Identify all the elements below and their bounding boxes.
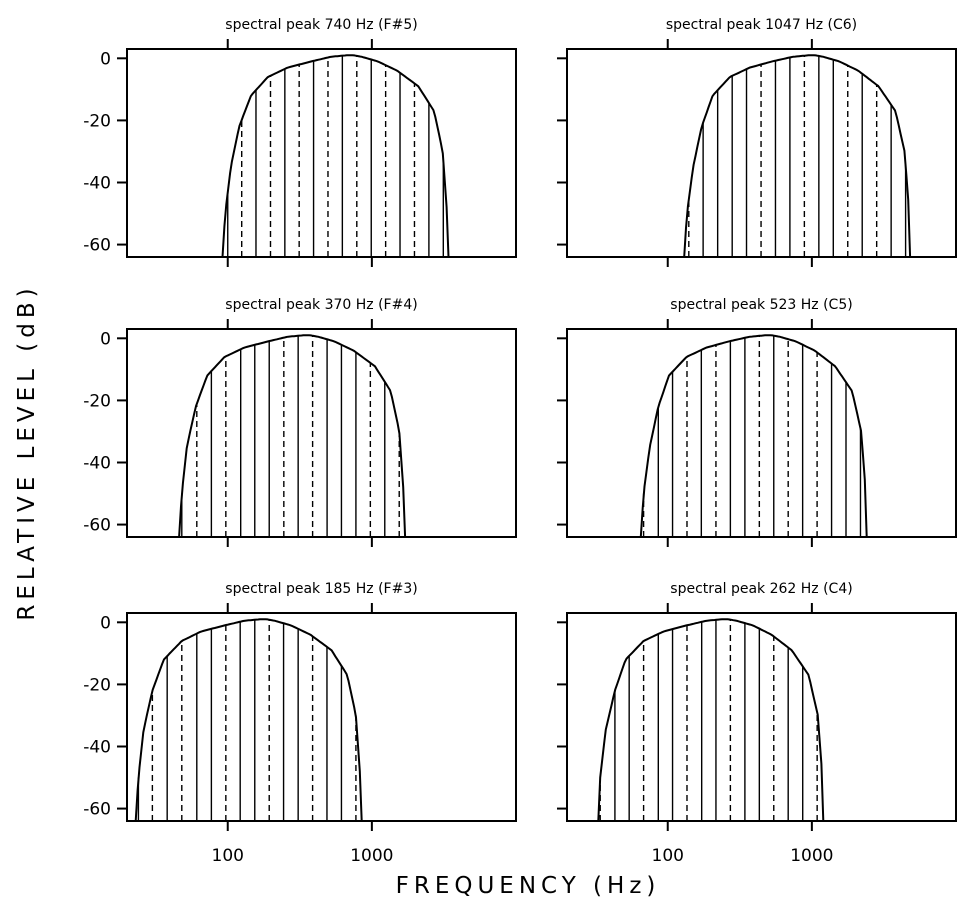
y-axis-label: RELATIVE LEVEL (dB) [14,283,40,620]
plot-frame [126,48,517,258]
chart-panel: spectral peak 523 Hz (C5) [557,297,957,547]
chart-panel: spectral peak 1047 Hz (C6) [557,17,957,267]
chart-panels: spectral peak 740 Hz (F#5)0-20-40-60spec… [83,17,957,866]
y-tick-label: -20 [83,675,111,695]
x-tick-label: 100 [652,846,684,866]
envelope-curve [221,54,450,258]
y-tick-label: -60 [83,236,111,256]
y-tick-label: 0 [100,329,111,349]
envelope-curve [683,54,912,258]
chart-panel: spectral peak 370 Hz (F#4) 0 -20 -40 -60 [83,297,517,547]
y-tick-label: 0 [100,49,111,69]
chart-panel: spectral peak 740 Hz (F#5) 0 -20 -40 -60 [83,17,517,267]
y-tick-label: -40 [83,737,111,757]
chart-panel: spectral peak 185 Hz (F#3) 0 -20 -40 -60 100 1… [83,581,517,866]
y-tick-label: -20 [83,111,111,131]
envelope-curve [134,618,363,822]
chart-panel: spectral peak 262 Hz (C4) 100 1000 [557,581,957,866]
plot-frame [566,328,957,538]
panel-title: spectral peak 262 Hz (C4) [670,581,852,597]
y-tick-label: -40 [83,453,111,473]
y-tick-label: 0 [100,613,111,633]
x-tick-label: 1000 [350,846,393,866]
x-tick-label: 1000 [790,846,833,866]
panel-title: spectral peak 523 Hz (C5) [670,297,852,313]
envelope-curve [639,334,868,538]
x-tick-label: 100 [212,846,244,866]
panel-title: spectral peak 740 Hz (F#5) [225,17,417,33]
panel-title: spectral peak 370 Hz (F#4) [225,297,417,313]
panel-title: spectral peak 185 Hz (F#3) [225,581,417,597]
envelope-curve [597,618,825,822]
plot-frame [126,328,517,538]
x-axis-label: FREQUENCY (Hz) [396,873,661,898]
panel-title: spectral peak 1047 Hz (C6) [666,17,857,33]
plot-frame [566,612,957,822]
y-tick-label: -20 [83,391,111,411]
y-tick-label: -60 [83,800,111,820]
plot-frame [126,612,517,822]
y-tick-label: -40 [83,173,111,193]
envelope-curve [178,334,407,538]
y-tick-label: -60 [83,516,111,536]
